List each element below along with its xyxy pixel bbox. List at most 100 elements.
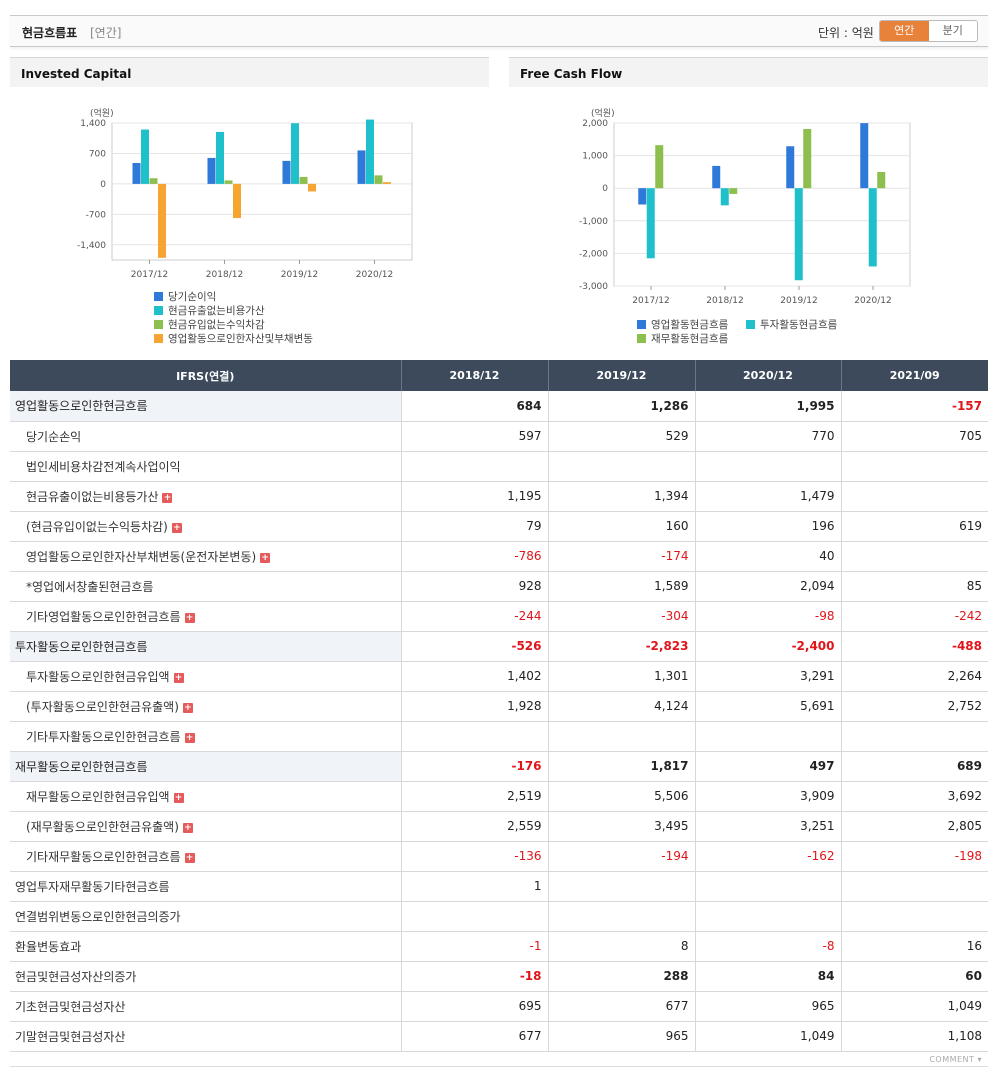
legend-label: 투자활동현금흐름 (760, 318, 838, 331)
row-label: 재무활동으로인한현금흐름 (10, 751, 402, 782)
expand-icon[interactable]: + (182, 822, 193, 833)
y-tick-label: -700 (86, 210, 107, 220)
table-cell: 3,251 (695, 811, 842, 842)
row-label: 재무활동으로인한현금유입액 + (10, 781, 402, 812)
table-cell: -98 (695, 601, 842, 632)
table-cell: 196 (695, 511, 842, 542)
legend-label: 영업활동으로인한자산및부채변동 (168, 332, 313, 345)
x-tick-label: 2020/12 (356, 270, 393, 280)
column-header: IFRS(연결) (10, 360, 402, 391)
table-cell: -162 (695, 841, 842, 872)
legend-swatch (154, 334, 163, 343)
x-tick-label: 2020/12 (854, 296, 891, 306)
table-cell (841, 871, 988, 902)
table-cell: 1,286 (548, 391, 696, 422)
table-row: *영업에서창출된현금흐름 928 1,589 2,094 85 (10, 571, 988, 602)
table-cell: 5,506 (548, 781, 696, 812)
table-cell (548, 871, 696, 902)
table-row: 연결범위변동으로인한현금의증가 (10, 901, 988, 932)
table-cell: -174 (548, 541, 696, 572)
bar-s3-2019-12 (299, 176, 308, 184)
expand-icon[interactable]: + (184, 732, 195, 743)
y-tick-label: -1,000 (579, 217, 608, 227)
row-label-text: 영업활동으로인한자산부채변동(운전자본변동) (26, 549, 257, 564)
expand-icon[interactable]: + (184, 852, 195, 863)
bar-s1-2018-12 (207, 157, 216, 184)
table-row: 당기순손익 597 529 770 705 (10, 421, 988, 452)
comment-toggle[interactable]: COMMENT ▾ (929, 1055, 982, 1064)
y-tick-label: 2,000 (582, 119, 608, 129)
table-cell: 1 (401, 871, 549, 902)
table-cell: 2,519 (401, 781, 549, 812)
table-cell: 705 (841, 421, 988, 452)
expand-icon[interactable]: + (162, 492, 173, 503)
table-cell: 597 (401, 421, 549, 452)
bar-s1-2017-12 (132, 163, 141, 184)
bar-s2-2019-12 (291, 123, 299, 184)
y-axis-label: (억원) (591, 107, 615, 119)
table-cell (401, 901, 549, 932)
expand-icon[interactable]: + (173, 792, 184, 803)
y-tick-label: 700 (89, 149, 106, 159)
table-row: 현금및현금성자산의증가 -18 288 84 60 (10, 961, 988, 992)
table-cell: 288 (548, 961, 696, 992)
table-cell: 770 (695, 421, 842, 452)
table-cell: -242 (841, 601, 988, 632)
table-cell: 40 (695, 541, 842, 572)
table-cell: 8 (548, 931, 696, 962)
section-header: 현금흐름표 [연간] 단위 : 억원 연간 분기 (10, 15, 988, 47)
table-cell: -1 (401, 931, 549, 962)
table-cell: 1,589 (548, 571, 696, 602)
table-cell: 1,928 (401, 691, 549, 722)
table-cell: 689 (841, 751, 988, 782)
row-label-text: 현금및현금성자산의증가 (15, 969, 137, 984)
table-cell: -2,823 (548, 631, 696, 662)
table-cell (841, 451, 988, 482)
unit-label: 단위 : 억원 (818, 26, 874, 40)
row-label-text: 투자활동으로인한현금흐름 (15, 639, 148, 654)
table-cell (401, 721, 549, 752)
legend-swatch (637, 320, 646, 329)
row-label-text: 환율변동효과 (15, 939, 82, 954)
table-cell: -488 (841, 631, 988, 662)
period-toggle: 연간 분기 (879, 20, 978, 42)
free-cash-flow-chart: (억원)2,000 1,000 0 -1,000 -2,000 -3,000 2017/12… (579, 107, 911, 345)
row-label-text: 법인세비용차감전계속사업이익 (26, 459, 181, 474)
legend-label: 영업활동현금흐름 (651, 318, 729, 331)
y-tick-label: -2,000 (579, 249, 608, 259)
tab-quarterly[interactable]: 분기 (928, 21, 977, 41)
legend-swatch (637, 334, 646, 343)
bar-s1-2020-12 (357, 150, 366, 184)
row-label-text: 현금유출이없는비용등가산 (26, 489, 159, 504)
row-label-text: 기타투자활동으로인한현금흐름 (26, 729, 181, 744)
legend-swatch (154, 292, 163, 301)
table-cell: 684 (401, 391, 549, 422)
expand-icon[interactable]: + (171, 522, 182, 533)
table-row: 투자활동으로인한현금유입액 +1,402 1,301 3,291 2,264 (10, 661, 988, 692)
row-label-text: 영업활동으로인한현금흐름 (15, 399, 148, 414)
row-label: 환율변동효과 (10, 931, 402, 962)
invested-capital-chart: (억원)1,400 700 0 -700 -1,400 2017/12 2018/12 201… (77, 107, 413, 345)
table-cell: -304 (548, 601, 696, 632)
row-label-text: 기타재무활동으로인한현금흐름 (26, 849, 181, 864)
expand-icon[interactable]: + (173, 672, 184, 683)
table-cell: 928 (401, 571, 549, 602)
table-cell (841, 901, 988, 932)
expand-icon[interactable]: + (182, 702, 193, 713)
table-cell: 2,559 (401, 811, 549, 842)
legend-label: 당기순이익 (168, 291, 216, 303)
column-header: 2021/09 (841, 360, 988, 391)
expand-icon[interactable]: + (184, 612, 195, 623)
table-cell: 1,049 (695, 1021, 842, 1052)
bar-s2-2020-12 (868, 188, 877, 267)
bar-s2-2018-12 (720, 188, 729, 206)
table-cell: 2,805 (841, 811, 988, 842)
table-cell (695, 901, 842, 932)
tab-annual[interactable]: 연간 (880, 21, 929, 41)
x-tick-label: 2019/12 (780, 296, 817, 306)
table-row: 영업활동으로인한현금흐름 684 1,286 1,995 -157 (10, 391, 988, 422)
bar-s2-2020-12 (366, 119, 374, 184)
expand-icon[interactable]: + (260, 552, 271, 563)
legend-swatch (154, 320, 163, 329)
row-label: 투자활동으로인한현금흐름 (10, 631, 402, 662)
